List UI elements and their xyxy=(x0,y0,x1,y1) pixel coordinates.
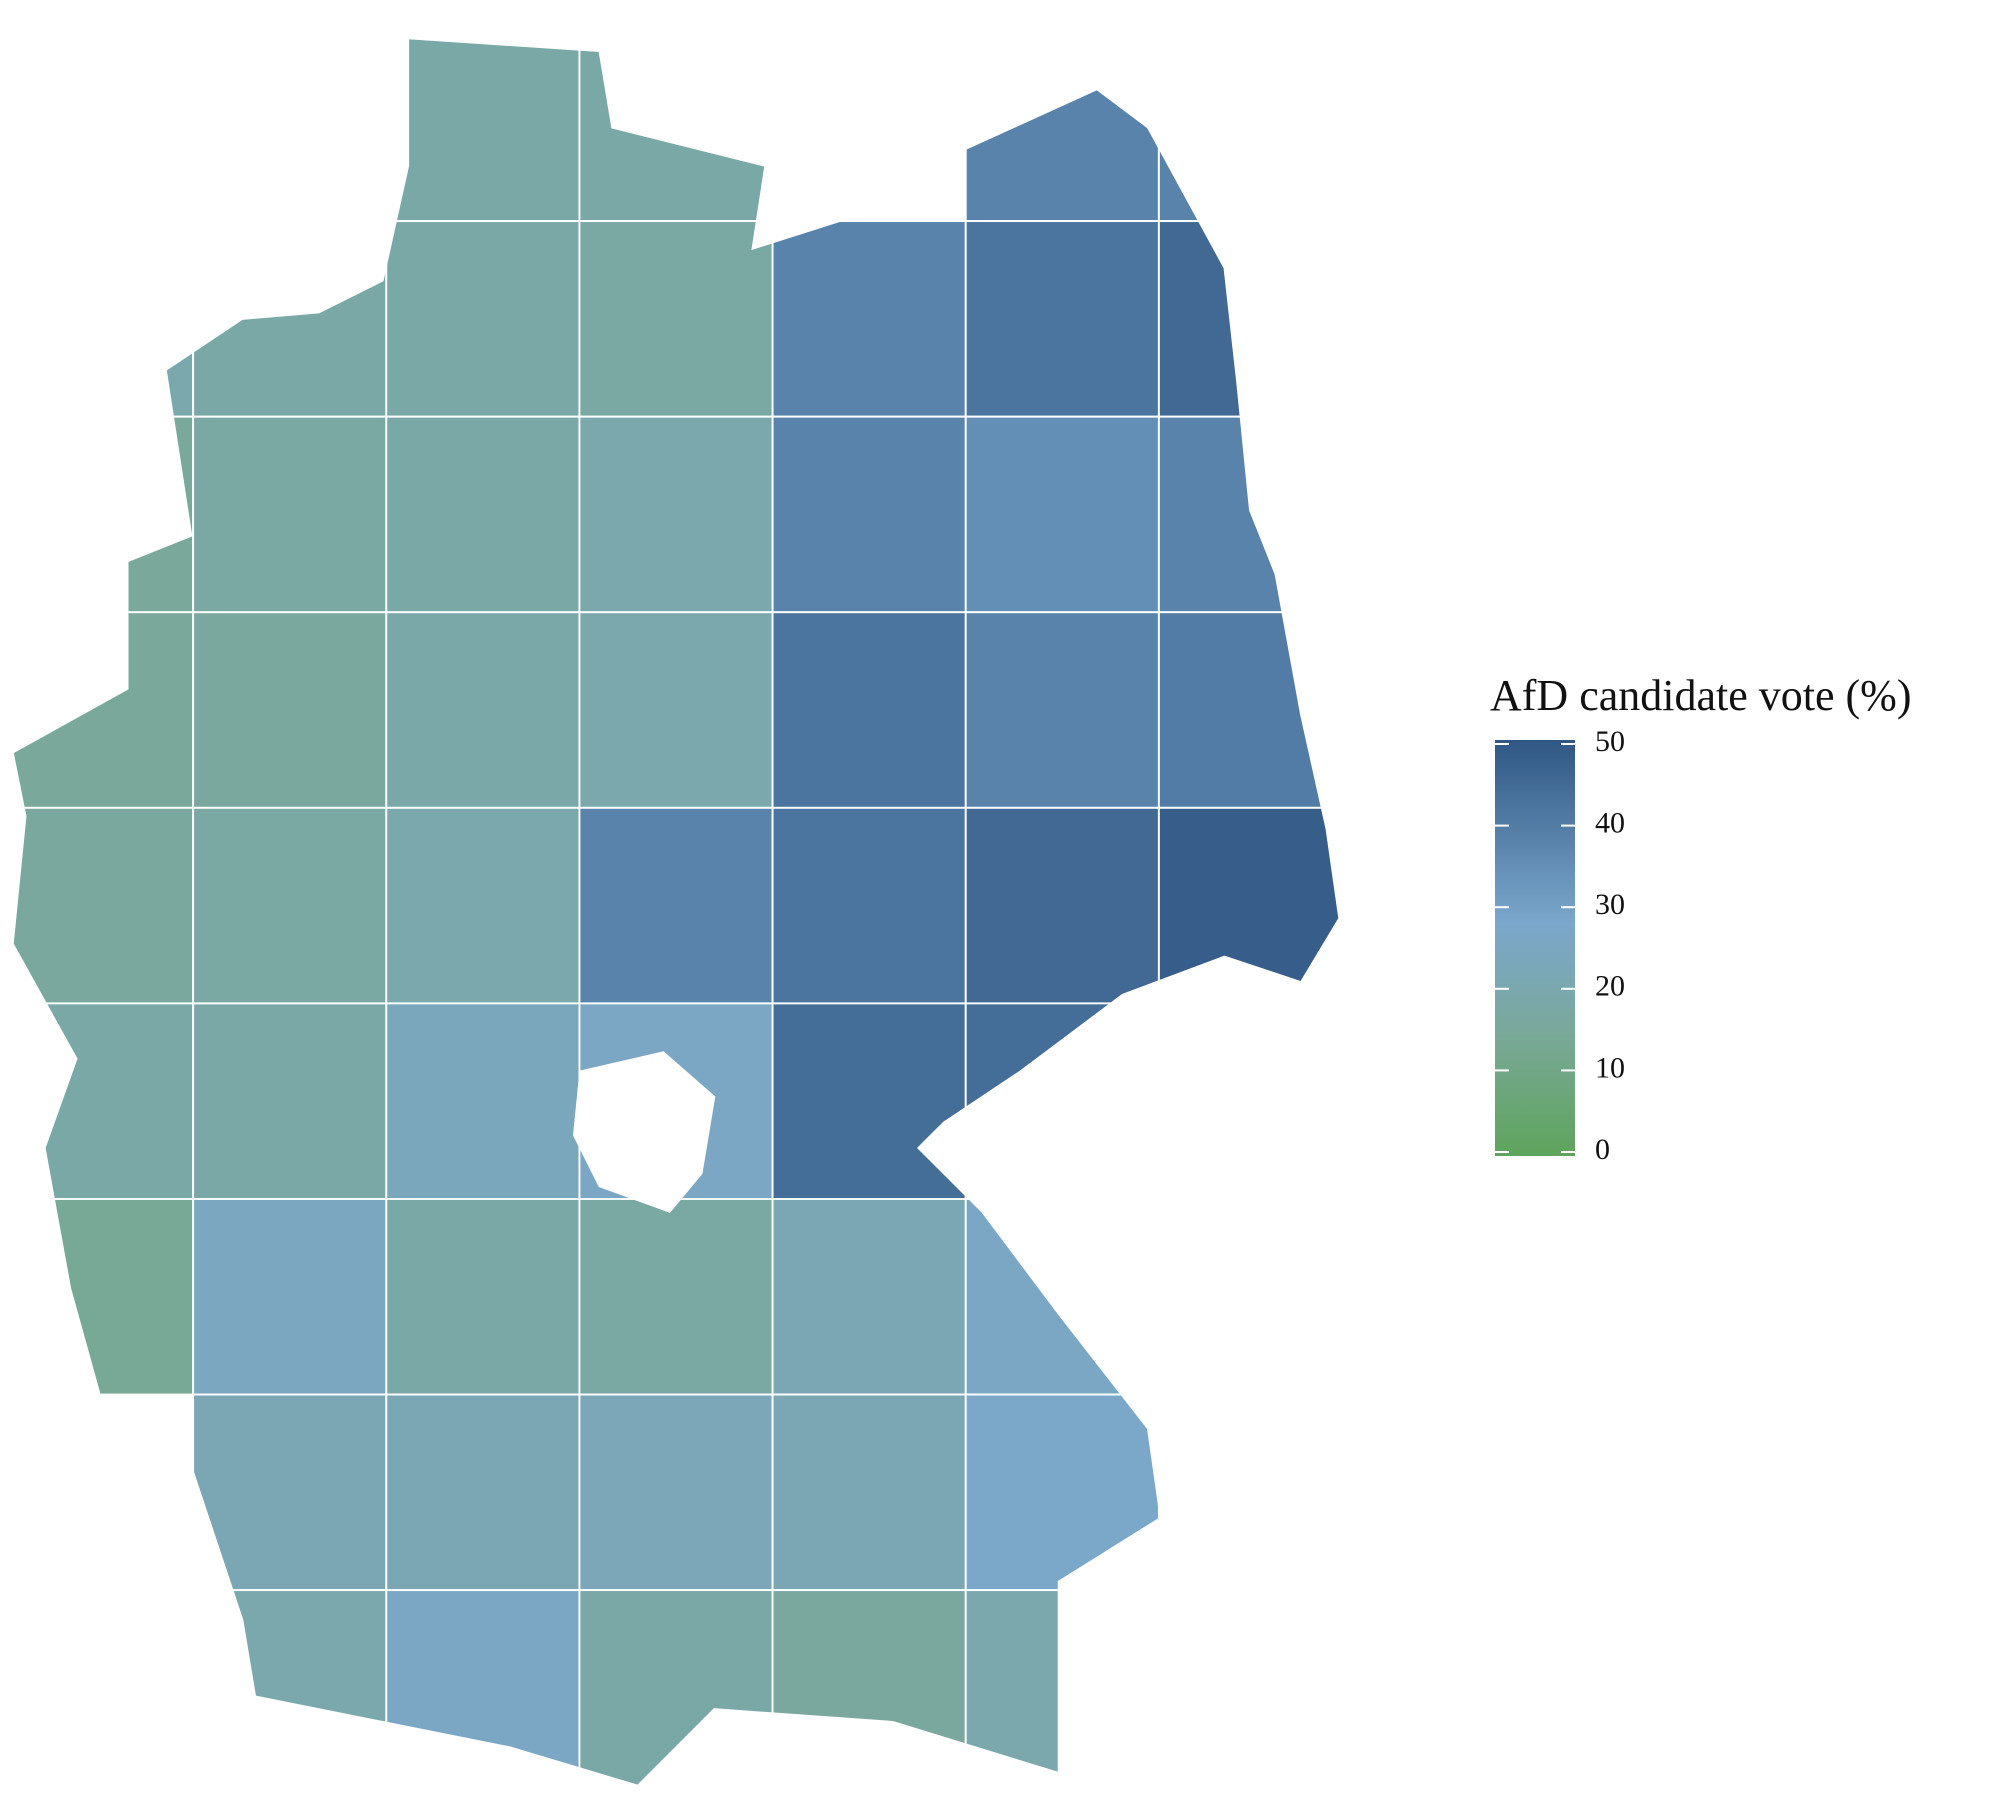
legend-title: AfD candidate vote (%) xyxy=(1490,671,1911,720)
outline xyxy=(11,37,1341,1787)
district xyxy=(192,806,388,1005)
district xyxy=(964,220,1160,418)
districts xyxy=(12,38,1340,1786)
district xyxy=(578,806,774,1005)
district xyxy=(578,220,774,418)
district xyxy=(964,1589,1160,1786)
district xyxy=(192,1393,388,1592)
district xyxy=(385,1198,581,1396)
district xyxy=(385,806,581,1005)
district xyxy=(192,1198,388,1396)
district xyxy=(964,1393,1160,1592)
district xyxy=(964,1002,1160,1200)
colorbar: 0 10 20 30 40 50 xyxy=(1495,725,1625,1166)
district xyxy=(964,38,1160,223)
colorbar-gradient xyxy=(1495,740,1575,1156)
map xyxy=(11,37,1341,1787)
district xyxy=(771,1198,967,1396)
district xyxy=(771,806,967,1005)
district xyxy=(578,1198,774,1396)
district xyxy=(1157,220,1340,418)
missing-area xyxy=(572,1051,716,1213)
district xyxy=(385,1002,581,1200)
district xyxy=(771,415,967,614)
district xyxy=(1157,38,1340,223)
district xyxy=(771,611,967,809)
district xyxy=(771,1393,967,1592)
district xyxy=(771,1589,967,1786)
district xyxy=(578,611,774,809)
district xyxy=(12,415,195,614)
district xyxy=(192,1002,388,1200)
district xyxy=(192,1589,388,1786)
district xyxy=(385,611,581,809)
district xyxy=(771,220,967,418)
tick-label: 0 xyxy=(1595,1133,1610,1166)
district xyxy=(771,1002,967,1200)
district xyxy=(385,38,581,223)
district xyxy=(578,38,774,223)
tick-label: 30 xyxy=(1595,888,1625,921)
district xyxy=(964,415,1160,614)
tick-label: 20 xyxy=(1595,970,1625,1003)
district xyxy=(12,806,195,1005)
district xyxy=(12,220,195,418)
district xyxy=(385,415,581,614)
district xyxy=(1157,415,1340,614)
district xyxy=(578,1393,774,1592)
district xyxy=(385,220,581,418)
district xyxy=(12,1198,195,1396)
district xyxy=(964,806,1160,1005)
district xyxy=(385,1589,581,1786)
tick-label: 10 xyxy=(1595,1051,1625,1084)
district xyxy=(385,1393,581,1592)
district xyxy=(1157,806,1340,1005)
district xyxy=(192,611,388,809)
district xyxy=(578,415,774,614)
district xyxy=(12,611,195,809)
tick-label: 40 xyxy=(1595,806,1625,839)
district xyxy=(1157,611,1340,809)
tick-label: 50 xyxy=(1595,725,1625,758)
district xyxy=(192,220,388,418)
district xyxy=(192,415,388,614)
district xyxy=(12,1002,195,1200)
district xyxy=(578,1589,774,1786)
district xyxy=(964,611,1160,809)
